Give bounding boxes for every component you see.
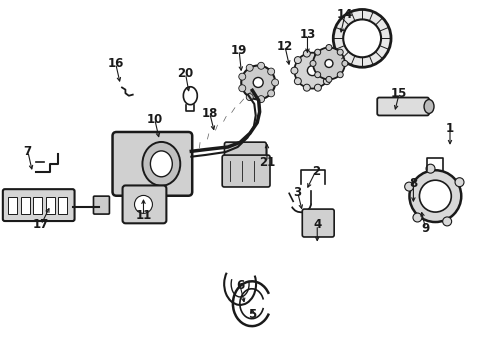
Ellipse shape (323, 57, 330, 64)
Text: 8: 8 (409, 177, 417, 190)
Ellipse shape (342, 60, 348, 67)
Text: 21: 21 (259, 156, 275, 168)
Ellipse shape (343, 19, 381, 57)
FancyBboxPatch shape (122, 185, 167, 223)
FancyBboxPatch shape (222, 155, 270, 187)
Ellipse shape (405, 182, 414, 191)
Ellipse shape (303, 84, 310, 91)
Text: 7: 7 (24, 145, 32, 158)
Ellipse shape (313, 48, 345, 80)
Ellipse shape (315, 84, 321, 91)
Ellipse shape (291, 67, 298, 74)
Text: 18: 18 (202, 107, 218, 120)
FancyBboxPatch shape (8, 197, 17, 213)
Ellipse shape (413, 213, 422, 222)
Text: 19: 19 (231, 44, 247, 57)
Ellipse shape (307, 66, 318, 76)
Ellipse shape (410, 170, 461, 222)
Ellipse shape (258, 96, 265, 103)
Ellipse shape (271, 79, 279, 86)
FancyBboxPatch shape (224, 142, 266, 164)
Ellipse shape (239, 85, 246, 92)
Ellipse shape (310, 60, 316, 67)
Text: 9: 9 (421, 222, 430, 235)
Ellipse shape (239, 73, 246, 80)
FancyBboxPatch shape (21, 197, 30, 213)
Ellipse shape (246, 94, 253, 100)
Ellipse shape (326, 76, 332, 82)
Text: 10: 10 (147, 113, 163, 126)
Ellipse shape (315, 49, 320, 55)
Ellipse shape (303, 50, 310, 57)
Text: 3: 3 (294, 186, 302, 199)
FancyBboxPatch shape (94, 196, 109, 214)
FancyBboxPatch shape (302, 209, 334, 237)
FancyBboxPatch shape (46, 197, 55, 213)
Ellipse shape (424, 99, 434, 113)
Text: 11: 11 (135, 210, 151, 222)
Text: 15: 15 (391, 87, 407, 100)
Text: 1: 1 (446, 122, 454, 135)
Ellipse shape (246, 64, 253, 71)
Ellipse shape (253, 77, 263, 87)
Ellipse shape (241, 66, 275, 99)
Text: 17: 17 (33, 218, 49, 231)
Text: 16: 16 (107, 57, 124, 70)
Ellipse shape (442, 217, 452, 226)
Ellipse shape (325, 59, 333, 67)
FancyBboxPatch shape (3, 189, 74, 221)
Text: 12: 12 (277, 40, 293, 53)
Ellipse shape (426, 164, 435, 173)
FancyBboxPatch shape (58, 197, 67, 213)
Ellipse shape (268, 90, 274, 97)
Ellipse shape (143, 142, 180, 186)
Text: 2: 2 (312, 165, 320, 177)
Ellipse shape (419, 180, 451, 212)
Ellipse shape (455, 178, 464, 187)
FancyBboxPatch shape (33, 197, 42, 213)
Ellipse shape (294, 53, 330, 89)
Ellipse shape (315, 50, 321, 57)
Ellipse shape (315, 72, 320, 78)
Ellipse shape (327, 67, 334, 74)
Text: 13: 13 (299, 28, 316, 41)
Ellipse shape (337, 49, 343, 55)
Ellipse shape (294, 57, 301, 64)
Ellipse shape (258, 62, 265, 69)
Ellipse shape (294, 78, 301, 85)
Text: 14: 14 (337, 8, 353, 21)
Ellipse shape (150, 151, 172, 177)
Ellipse shape (268, 68, 274, 75)
Ellipse shape (326, 45, 332, 50)
Text: 5: 5 (248, 308, 256, 321)
Ellipse shape (323, 78, 330, 85)
Text: 20: 20 (177, 67, 194, 80)
Ellipse shape (337, 72, 343, 78)
FancyBboxPatch shape (377, 98, 429, 116)
Text: 6: 6 (236, 279, 244, 292)
Text: 4: 4 (313, 218, 321, 231)
FancyBboxPatch shape (113, 132, 192, 196)
Ellipse shape (135, 195, 152, 213)
Ellipse shape (333, 9, 391, 67)
